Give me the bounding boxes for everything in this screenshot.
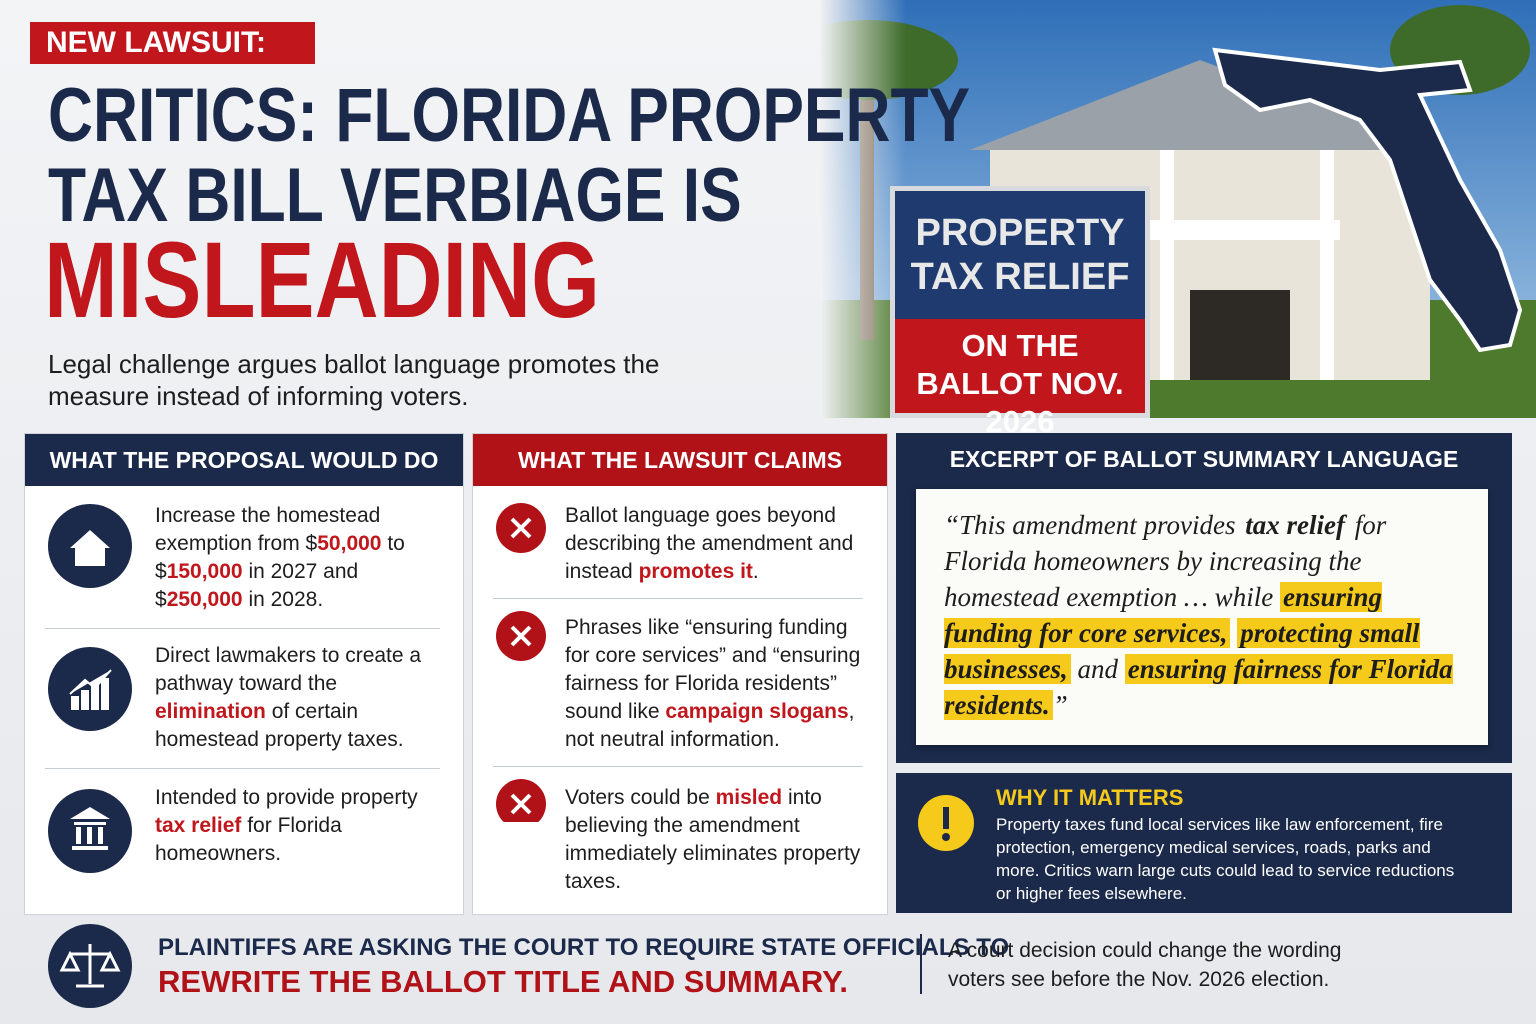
why-heading: WHY IT MATTERS [996,785,1184,810]
florida-map [1212,47,1523,353]
text-run: ” [1052,690,1068,720]
footer-line2: REWRITE THE BALLOT TITLE AND SUMMARY. [158,964,848,999]
highlight: tax relief [1245,510,1345,540]
separator [45,768,440,769]
text-run: Intended to provide property [155,786,418,809]
text-run: into believing the amendment immediately… [565,786,861,893]
title-line: TAX BILL VERBIAGE IS [48,153,742,238]
sign: PROPERTY TAX RELIEF ON THE BALLOT NOV. 2… [890,186,1150,439]
subtitle: Legal challenge argues ballot language p… [48,349,660,411]
bank-glyph [70,807,110,850]
title-line: CRITICS: FLORIDA PROPERTY [48,73,971,158]
tag: NEW LAWSUIT: [30,22,315,64]
x-icon [496,779,546,822]
proposal-panel: WHAT THE PROPOSAL WOULD DO Increase the … [24,433,464,915]
emphasis: elimination [155,700,266,723]
emphasis: tax relief [155,814,242,837]
emphasis: campaign slogans [665,700,849,723]
separator [45,628,440,629]
icons [496,503,546,822]
text-run: for Florida homeowners by increasing the… [944,510,1387,612]
emphasis: misled [715,786,783,809]
emphasis: 150,000 [166,560,243,583]
chart-glyph [69,669,112,710]
text-run: , not neutral information. [565,700,855,751]
text-run: and [1070,654,1125,684]
photo [820,0,1536,418]
text-run: Increase the homestead exemption from $ [155,504,381,555]
warning-icon [918,795,974,851]
text-run: in 2027 and $ [155,560,359,611]
text-run: to $ [155,532,405,583]
proposal-item: Intended to provide property tax relief … [155,784,440,868]
separator [493,598,863,599]
emphasis: 250,000 [166,588,243,611]
quote: “This amendment provides tax relief for … [944,507,1464,723]
sign-top: PROPERTY TAX RELIEF [910,212,1130,298]
text-run: in 2028. [242,588,324,611]
title-emphasis: MISLEADING [44,219,600,340]
x-icon [496,503,546,553]
divider [920,934,922,994]
text-run: Phrases like “ensuring funding for core … [565,616,861,723]
panel-heading: WHAT THE PROPOSAL WOULD DO [25,434,463,486]
text-run: Direct lawmakers to create a pathway tow… [155,644,422,695]
paper: “This amendment provides tax relief for … [916,489,1488,745]
x-icon [496,611,546,661]
scales-icon [48,924,132,1008]
why-panel: WHY IT MATTERS Property taxes fund local… [896,773,1512,913]
panel-heading: WHAT THE LAWSUIT CLAIMS [473,434,887,486]
emphasis: promotes it [638,560,753,583]
footer-note: A court decision could change the wordin… [948,939,1342,991]
proposal-item: Direct lawmakers to create a pathway tow… [155,642,425,754]
lawsuit-panel: WHAT THE LAWSUIT CLAIMS Ballot language … [472,433,888,915]
house-glyph [70,530,110,566]
proposal-item: Increase the homestead exemption from $5… [155,502,425,614]
lawsuit-item: Phrases like “ensuring funding for core … [565,614,875,754]
lawsuit-item: Ballot language goes beyond describing t… [565,502,865,586]
icons [48,504,132,873]
footer-line1: PLAINTIFFS ARE ASKING THE COURT TO REQUI… [158,934,1010,961]
excerpt-panel: EXCERPT OF BALLOT SUMMARY LANGUAGE “This… [896,433,1512,763]
text-run: . [752,560,759,583]
lawsuit-item: Voters could be misled into believing th… [565,784,865,896]
why-body: Property taxes fund local services like … [996,815,1455,903]
text-run: Voters could be [565,786,716,809]
sign-bottom: ON THE BALLOT NOV. 2026 [895,319,1145,439]
emphasis: 50,000 [317,532,382,555]
panel-heading: EXCERPT OF BALLOT SUMMARY LANGUAGE [949,445,1459,472]
text-run: Ballot language goes beyond describing t… [565,504,854,583]
text-run: of certain homestead property taxes. [155,700,404,751]
icon-chart [48,647,132,731]
text-run: “This amendment provides [944,510,1243,540]
separator [493,766,863,767]
text-run: for Florida homeowners. [155,814,342,865]
